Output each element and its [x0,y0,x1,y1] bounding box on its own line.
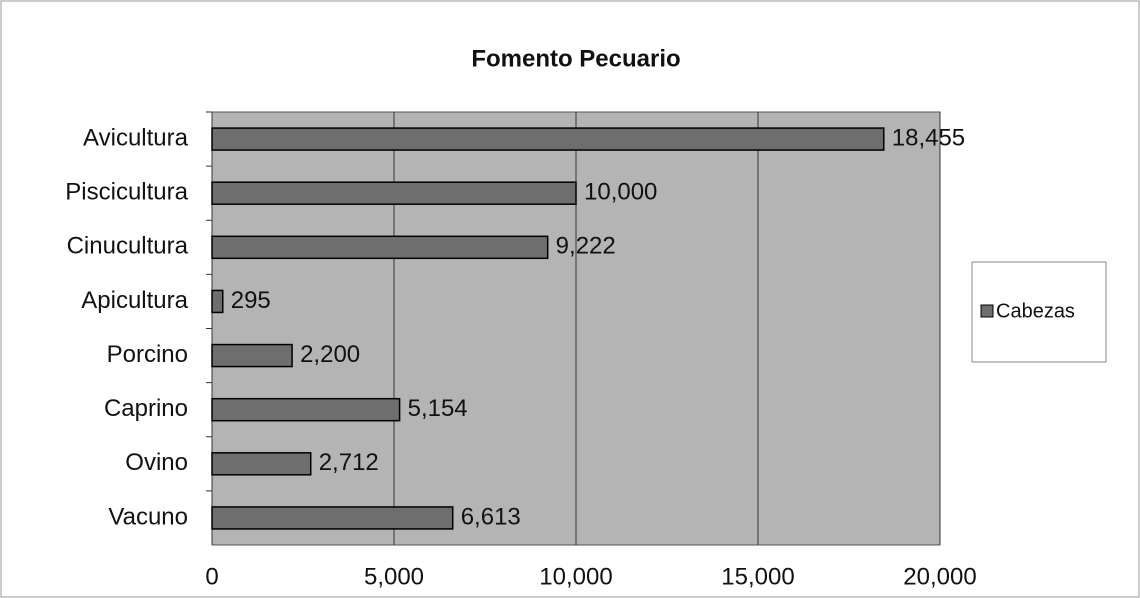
value-label: 295 [231,287,271,314]
y-tick-label: Caprino [104,395,188,422]
y-tick-label: Vacuno [108,503,188,530]
legend-swatch [980,304,994,318]
y-tick-label: Porcino [107,341,188,368]
chart-title: Fomento Pecuario [471,45,680,72]
x-tick-label: 15,000 [721,563,794,590]
x-tick-label: 5,000 [364,563,424,590]
value-label: 9,222 [556,233,616,260]
y-tick-label: Piscicultura [65,179,188,206]
legend-box [971,261,1107,363]
y-tick-label: Avicultura [83,124,189,151]
bar [211,343,293,368]
x-tick-label: 0 [205,563,218,590]
bar [211,181,577,205]
value-label: 6,613 [461,503,521,530]
bar [211,506,454,530]
y-tick-label: Apicultura [81,287,188,314]
bar [211,235,549,260]
value-label: 5,154 [408,395,468,422]
x-tick-label: 20,000 [903,563,976,590]
bar [211,289,224,314]
value-label: 2,712 [319,449,379,476]
value-label: 10,000 [584,179,657,206]
bar [211,127,885,151]
bar [211,452,312,476]
bar [211,397,401,422]
y-tick-label: Cinucultura [67,233,189,260]
y-tick-label: Ovino [125,449,188,476]
legend-label: Cabezas [996,300,1075,322]
value-label: 2,200 [300,341,360,368]
x-tick-label: 10,000 [539,563,612,590]
value-label: 18,455 [892,124,965,151]
